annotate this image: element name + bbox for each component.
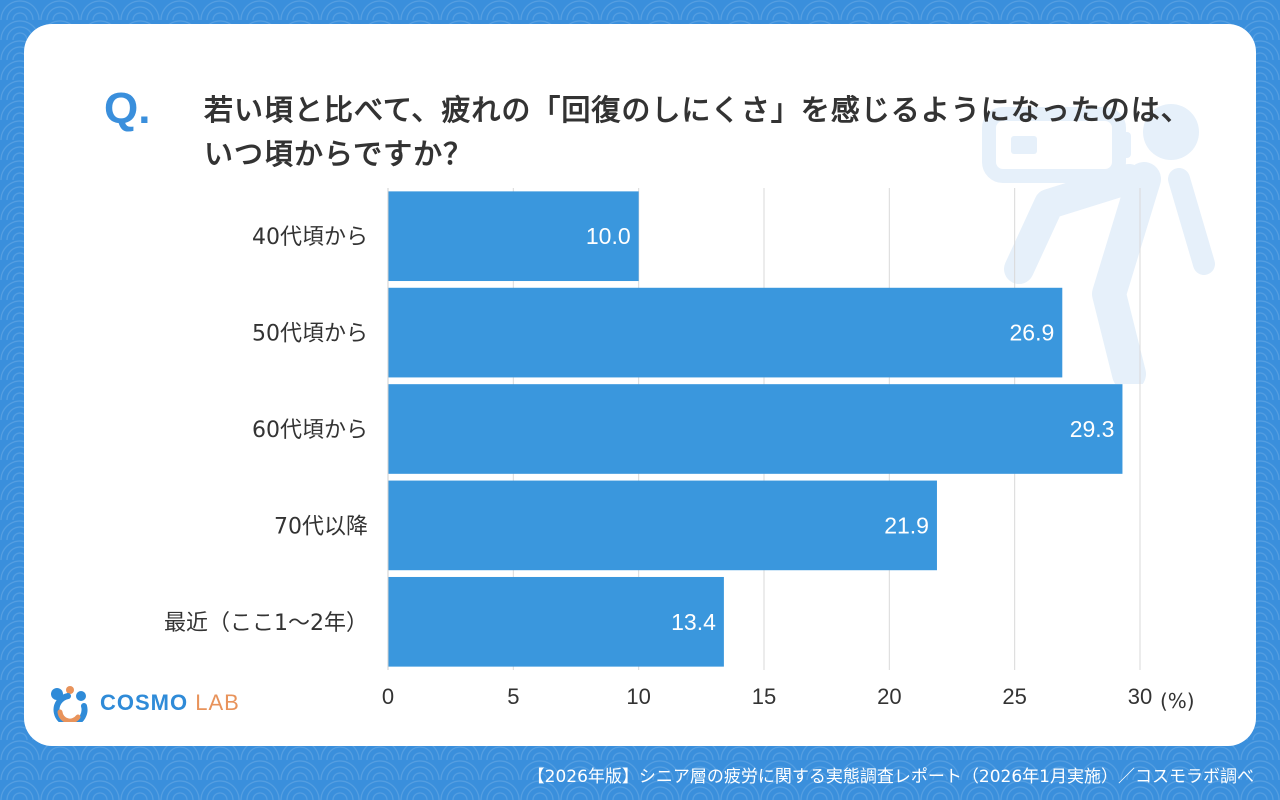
logo-text: COSMO LAB — [100, 690, 240, 715]
bar-4 — [388, 576, 724, 667]
bar-3 — [388, 480, 937, 571]
bar-1 — [388, 287, 1063, 378]
category-label-2: 60代頃から — [252, 418, 368, 443]
category-label-1: 50代頃から — [252, 322, 368, 347]
logo-icon — [51, 686, 88, 722]
bar-2 — [388, 384, 1123, 474]
question-mark-label: Q. — [104, 84, 151, 133]
x-tick-label-1: 5 — [507, 684, 519, 709]
x-tick-label-6: 30 — [1128, 684, 1152, 709]
value-label-3: 21.9 — [884, 512, 929, 538]
x-tick-label-2: 10 — [626, 684, 650, 709]
question-title: 若い頃と比べて、疲れの「回復のしにくさ」を感じるようになったのは、いつ頃からです… — [204, 93, 1191, 171]
x-tick-label-0: 0 — [382, 684, 394, 709]
cosmo-lab-logo: COSMO LAB — [48, 684, 240, 722]
category-label-3: 70代以降 — [274, 514, 368, 539]
footer-credit: 【2026年版】シニア層の疲労に関する実態調査レポート（2026年1月実施）／コ… — [527, 767, 1254, 787]
x-tick-label-3: 15 — [752, 684, 776, 709]
tired-person-icon — [982, 104, 1215, 384]
category-label-4: 最近（ここ1～2年） — [164, 611, 368, 636]
x-tick-label-5: 25 — [1002, 684, 1026, 709]
x-unit-label: (%) — [1160, 689, 1195, 713]
value-label-1: 26.9 — [1010, 320, 1055, 346]
x-tick-label-4: 20 — [877, 684, 901, 709]
value-label-0: 10.0 — [586, 223, 631, 249]
value-label-4: 13.4 — [671, 609, 716, 635]
chart-card: Q. 若い頃と比べて、疲れの「回復のしにくさ」を感じるようになったのは、いつ頃か… — [24, 24, 1256, 746]
bar-chart: 10.0 40代頃から 26.9 50代頃から 29.3 60代頃から 21.9 70代以降 1… — [164, 188, 1195, 713]
category-label-0: 40代頃から — [252, 225, 368, 250]
value-label-2: 29.3 — [1070, 416, 1115, 442]
bar-0 — [388, 191, 639, 282]
